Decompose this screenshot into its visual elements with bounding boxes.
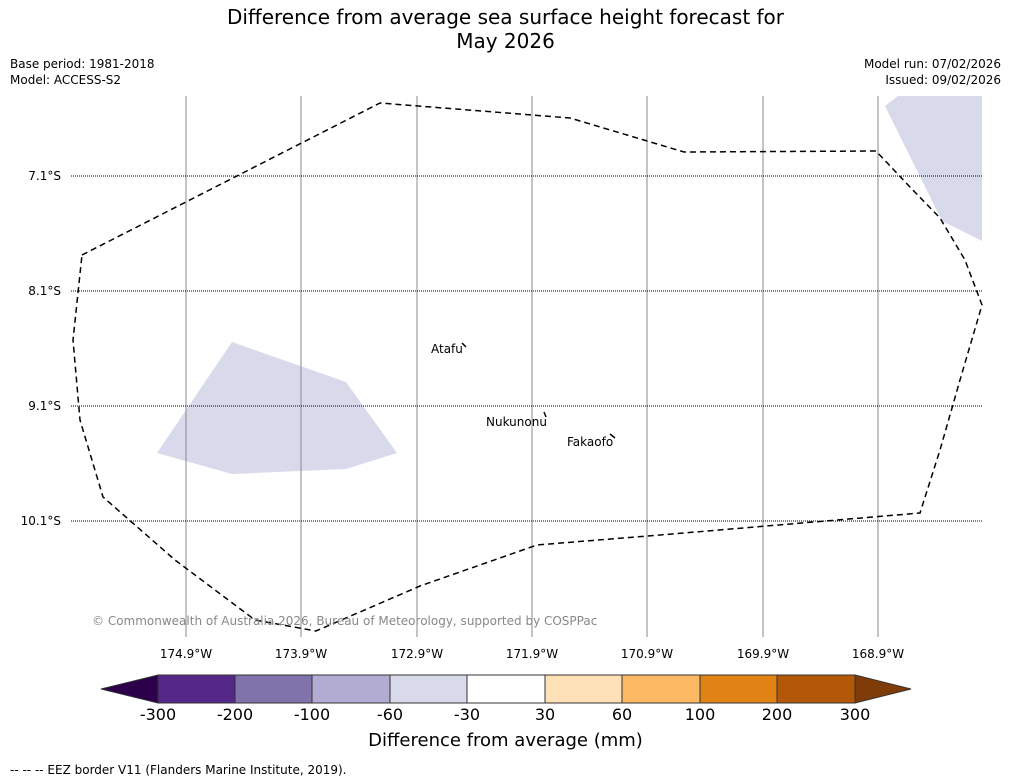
- model-run: Model run: 07/02/2026: [863, 57, 1001, 71]
- colorbar-extend-max: [854, 674, 912, 704]
- place-nukunonu: Nukunonu: [486, 415, 547, 429]
- colorbar-tick: 200: [761, 705, 793, 724]
- title-line-1: Difference from average sea surface heig…: [226, 5, 785, 29]
- colorbar-tick: 60: [611, 705, 633, 724]
- issued-date: Issued: 09/02/2026: [885, 73, 1001, 87]
- lon-label: 170.9°W: [620, 647, 674, 661]
- lat-label: 8.1°S: [28, 284, 61, 298]
- lat-label: 9.1°S: [28, 399, 61, 413]
- map-title: Difference from average sea surface heig…: [0, 5, 1011, 53]
- colorbar-segment: [234, 674, 313, 704]
- colorbar-segment: [389, 674, 468, 704]
- lon-label: 171.9°W: [505, 647, 559, 661]
- colorbar-segment: [621, 674, 701, 704]
- eez-footnote: -- -- -- EEZ border V11 (Flanders Marine…: [10, 763, 347, 777]
- island-atafu-mark: [461, 342, 467, 348]
- colorbar-tick: 30: [534, 705, 556, 724]
- colorbar-segment: [544, 674, 623, 704]
- colorbar-extend-min: [100, 674, 159, 704]
- island-fakaofo-mark: [609, 433, 616, 439]
- island-nukunonu-mark: [543, 411, 547, 418]
- meta-left: Base period: 1981-2018 Model: ACCESS-S2: [10, 56, 155, 88]
- colorbar-tick: -100: [293, 705, 331, 724]
- anomaly-region-northeast: [885, 96, 982, 241]
- lon-label: 174.9°W: [159, 647, 213, 661]
- copyright-notice: © Commonwealth of Australia 2026, Bureau…: [92, 614, 598, 628]
- anomaly-region-west: [157, 342, 397, 474]
- colorbar-tick: -200: [216, 705, 254, 724]
- lat-label: 10.1°S: [20, 514, 61, 528]
- colorbar-tick: -30: [453, 705, 481, 724]
- lon-label: 172.9°W: [390, 647, 444, 661]
- meta-right: Model run: 07/02/2026 Issued: 09/02/2026: [864, 56, 1001, 88]
- colorbar-segment: [311, 674, 391, 704]
- lon-label: 168.9°W: [851, 647, 905, 661]
- colorbar: [100, 674, 912, 704]
- colorbar-segment: [699, 674, 778, 704]
- colorbar-tick: -60: [376, 705, 404, 724]
- colorbar-segment: [776, 674, 856, 704]
- lon-label: 169.9°W: [736, 647, 790, 661]
- colorbar-tick: -300: [139, 705, 177, 724]
- colorbar-segment: [157, 674, 236, 704]
- place-atafu: Atafu: [431, 342, 463, 356]
- place-fakaofo: Fakaofo: [567, 435, 614, 449]
- colorbar-title: Difference from average (mm): [368, 730, 643, 751]
- lon-label: 173.9°W: [274, 647, 328, 661]
- base-period: Base period: 1981-2018: [10, 57, 155, 71]
- model-name: Model: ACCESS-S2: [10, 73, 122, 87]
- colorbar-tick: 300: [839, 705, 871, 724]
- colorbar-segment: [466, 674, 546, 704]
- eez-border: [72, 102, 983, 632]
- latitude-gridlines: [71, 175, 982, 522]
- colorbar-tick: 100: [684, 705, 716, 724]
- title-line-2: May 2026: [456, 29, 555, 53]
- lat-label: 7.1°S: [28, 169, 61, 183]
